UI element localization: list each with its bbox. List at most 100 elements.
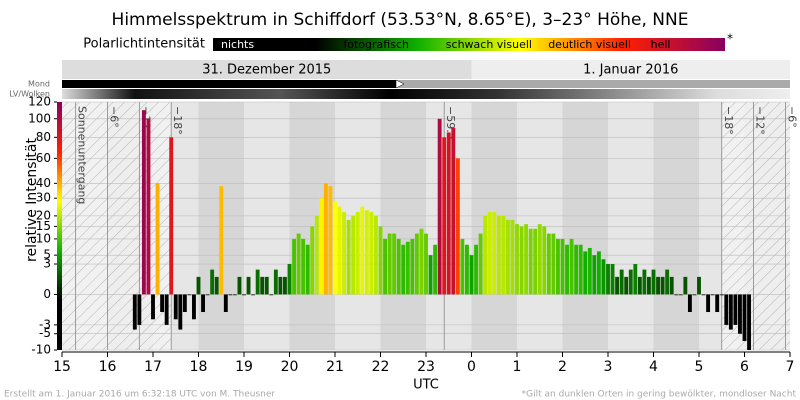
bar [242, 294, 246, 296]
x-tick-label: 1 [513, 359, 522, 375]
bar [132, 294, 137, 330]
bar [173, 294, 178, 320]
bar [264, 276, 269, 295]
x-tick-label: 15 [53, 359, 71, 375]
colorbar-label: hell [651, 38, 671, 51]
y-tick-label: -10 [31, 343, 51, 357]
bar [419, 228, 424, 295]
bar [624, 276, 629, 295]
bar [551, 233, 556, 295]
bar [660, 276, 665, 295]
y-axis-label: relative Intensität [24, 138, 40, 262]
colorbar-label: schwach visuell [446, 38, 532, 51]
bar [178, 294, 183, 330]
bar [496, 215, 501, 295]
bar [710, 294, 715, 296]
y-tick-label: -3 [39, 317, 51, 331]
bar [360, 206, 365, 295]
date-header [62, 60, 472, 79]
bar [669, 276, 674, 295]
bar [396, 238, 401, 295]
bar [251, 294, 256, 296]
bar [533, 228, 538, 295]
bar [578, 244, 583, 295]
x-tick-label: 3 [604, 359, 613, 375]
bar [414, 233, 419, 295]
bar [687, 294, 692, 313]
bar [292, 238, 296, 295]
legend-title: Polarlichtintensität [83, 37, 205, 52]
y-tick-label: 0 [43, 287, 51, 301]
bar [469, 255, 474, 295]
strip-label: Mond [28, 80, 50, 89]
bar [424, 233, 428, 295]
bar [151, 294, 155, 320]
x-tick-label: 19 [235, 359, 253, 375]
bar [651, 269, 656, 295]
bar [328, 186, 333, 295]
bar [378, 226, 383, 295]
bar [742, 294, 747, 341]
chart-title: Himmelsspektrum in Schiffdorf (53.53°N, … [112, 10, 689, 30]
y-tick-label: -5 [39, 326, 51, 340]
bar [187, 294, 192, 296]
bar [192, 294, 196, 320]
bar [401, 244, 406, 295]
bar [383, 238, 387, 295]
bar [137, 294, 142, 325]
annotation-label: Sonnenuntergang [76, 106, 89, 204]
x-tick-label: 5 [695, 359, 704, 375]
y-tick-label: 120 [28, 95, 51, 109]
bar [337, 206, 342, 295]
annotation-label: −18° [722, 106, 735, 135]
bar [574, 244, 579, 295]
bar [610, 264, 615, 295]
bar [228, 294, 233, 296]
bar [405, 241, 410, 295]
bar [747, 294, 751, 350]
bar [519, 226, 524, 295]
bar [346, 219, 351, 295]
bar [642, 269, 647, 295]
y-tick-label: 15 [36, 219, 51, 233]
bar [510, 219, 515, 295]
annotation-label: −6° [108, 106, 121, 128]
bar [715, 294, 720, 313]
colorbar-label: nichts [221, 38, 254, 51]
bar [537, 224, 542, 295]
moon-marker [395, 79, 405, 89]
bar [569, 238, 574, 295]
bar [214, 276, 219, 295]
x-tick-label: 20 [281, 359, 299, 375]
bar [446, 132, 451, 295]
bar [733, 294, 738, 325]
bar [460, 238, 465, 295]
bar [301, 238, 306, 295]
bar [205, 294, 210, 296]
bar [260, 276, 265, 295]
annotation-label: −12° [139, 106, 152, 135]
y-tick-label: 20 [36, 208, 51, 222]
bar [269, 294, 274, 296]
bar [232, 294, 237, 296]
bar [333, 201, 337, 295]
y-tick-label: 40 [36, 176, 51, 190]
bar [615, 276, 620, 295]
x-tick-label: 6 [740, 359, 749, 375]
bar [451, 127, 456, 295]
bar [465, 244, 469, 295]
bar [210, 269, 215, 295]
bar [565, 244, 569, 295]
bar [692, 294, 697, 296]
bar [237, 276, 242, 295]
bar [719, 294, 724, 296]
bar [342, 212, 347, 295]
annotation-label: −59.5° [444, 106, 457, 145]
footer-left: Erstellt am 1. Januar 2016 um 6:32:18 UT… [4, 390, 275, 400]
bar [492, 212, 497, 295]
bar [196, 276, 201, 295]
colorbar-label: fotografisch [343, 38, 409, 51]
bar [351, 215, 356, 295]
bar [455, 158, 460, 295]
bar [546, 233, 551, 295]
